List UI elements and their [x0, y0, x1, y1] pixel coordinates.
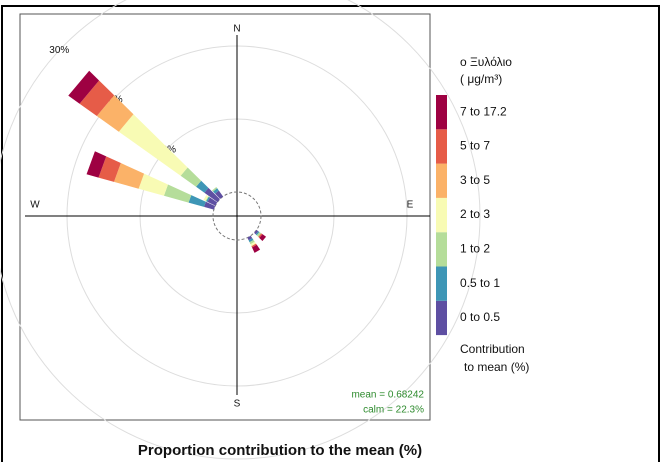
- rose-segment: [248, 238, 254, 243]
- legend-label: 7 to 17.2: [460, 104, 507, 118]
- rose-segment: [118, 114, 188, 176]
- legend-title: o Ξυλόλιο: [460, 55, 512, 69]
- rose-segment: [211, 186, 218, 192]
- compass-n: N: [233, 24, 240, 35]
- rose-segment: [113, 163, 145, 189]
- mean-stat: mean = 0.68242: [351, 390, 424, 401]
- compass-s: S: [234, 399, 241, 410]
- rose-segment: [203, 194, 209, 201]
- grid-circle: [0, 0, 481, 460]
- rose-segment: [204, 201, 216, 210]
- rose-segment: [207, 197, 218, 206]
- r-tick-label: 30%: [49, 45, 69, 56]
- rose-segment: [259, 234, 267, 242]
- rose-segment: [138, 173, 168, 196]
- rose-segment: [196, 180, 209, 193]
- legend-note: to mean (%): [464, 360, 529, 374]
- legend-label: 5 to 7: [460, 139, 490, 153]
- legend-label: 2 to 3: [460, 207, 490, 221]
- legend-swatch: [436, 95, 447, 130]
- rose-segment: [180, 167, 202, 187]
- rose-segment: [247, 235, 253, 241]
- calm-circle: [212, 191, 262, 241]
- rose-segment: [249, 239, 255, 245]
- rose-segment: [188, 195, 206, 207]
- x-axis-title: Proportion contribution to the mean (%): [138, 442, 422, 459]
- rose-segment: [215, 190, 224, 199]
- legend-note: Contribution: [460, 342, 525, 356]
- rose-segment: [96, 95, 134, 132]
- compass-e: E: [407, 200, 414, 211]
- frame: [1, 5, 660, 467]
- legend-label: 0 to 0.5: [460, 310, 500, 324]
- rose-segment: [205, 196, 209, 202]
- legend-label: 0.5 to 1: [460, 276, 500, 290]
- rose-segment: [251, 243, 257, 248]
- legend-swatch: [436, 163, 447, 198]
- rose-segment: [252, 244, 261, 253]
- rose-segment: [250, 241, 256, 247]
- rose-segment: [98, 156, 121, 182]
- rose-segment: [163, 184, 192, 203]
- rose-segment: [254, 229, 259, 235]
- rose-segment: [68, 70, 100, 104]
- legend-label: 3 to 5: [460, 173, 490, 187]
- rose-segment: [206, 196, 211, 202]
- calm-stat: calm = 22.3%: [363, 405, 424, 416]
- rose-segment: [204, 187, 220, 203]
- compass-w: W: [30, 200, 40, 211]
- rose-segment: [86, 151, 107, 178]
- legend-swatch: [436, 266, 447, 301]
- rose-segment: [79, 80, 115, 117]
- legend-swatch: [436, 129, 447, 164]
- legend-swatch: [436, 300, 447, 336]
- rose-segment: [258, 233, 263, 238]
- legend-swatch: [436, 232, 447, 267]
- rose-segment: [255, 231, 260, 236]
- legend-unit: ( μg/m³): [460, 72, 502, 86]
- rose-segment: [213, 188, 219, 194]
- legend-swatch: [436, 197, 447, 233]
- plot-panel: [19, 13, 431, 421]
- legend-label: 1 to 2: [460, 242, 490, 256]
- rose-segment: [256, 232, 262, 237]
